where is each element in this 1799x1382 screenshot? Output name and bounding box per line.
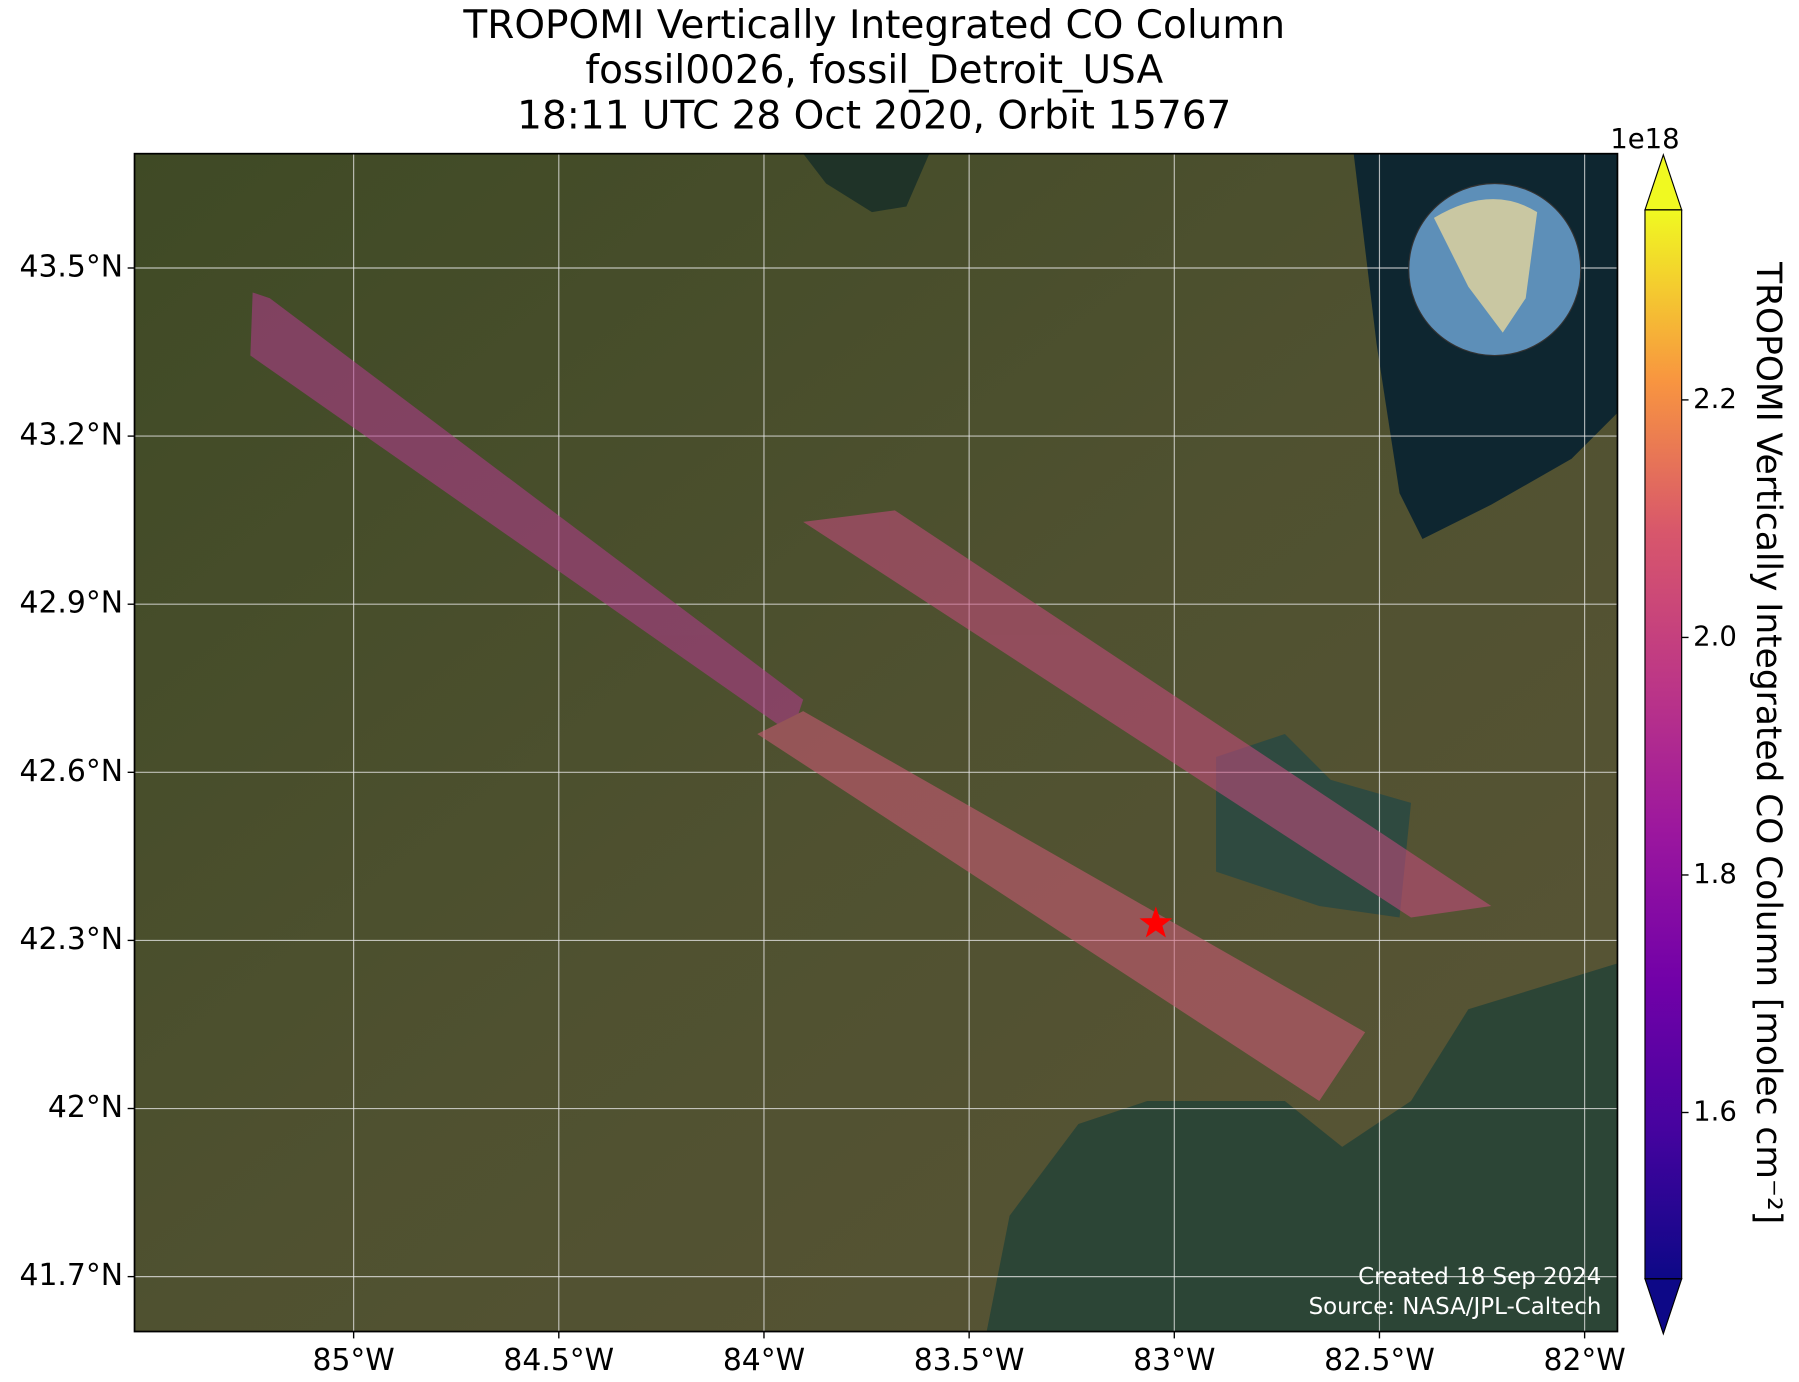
colorbar-extend-min bbox=[1644, 1278, 1683, 1336]
site-marker bbox=[1139, 906, 1173, 938]
y-tick-label: 42.9°N bbox=[20, 586, 124, 621]
colorbar-tick-label: 2.0 bbox=[1693, 620, 1737, 652]
x-tick-label: 84°W bbox=[723, 1343, 805, 1378]
y-tick-label: 42.3°N bbox=[20, 922, 124, 957]
swath-decoration bbox=[250, 292, 1492, 1102]
x-tick-label: 83.5°W bbox=[914, 1343, 1025, 1378]
y-tick-label: 43.5°N bbox=[20, 249, 124, 284]
colorbar-tick-label: 2.2 bbox=[1693, 383, 1737, 415]
x-tick-label: 82°W bbox=[1543, 1343, 1625, 1378]
credit: Created 18 Sep 2024 bbox=[1358, 1264, 1601, 1290]
colorbar-body bbox=[1644, 209, 1682, 1279]
colorbar-tick-label: 1.6 bbox=[1693, 1096, 1737, 1128]
colorbar-tick-label: 1.8 bbox=[1693, 858, 1737, 890]
map-area bbox=[134, 153, 1618, 1332]
colorbar-extend-max bbox=[1644, 153, 1683, 211]
x-tick-label: 84.5°W bbox=[503, 1343, 614, 1378]
colorbar-scale: 1e18 bbox=[1610, 123, 1679, 155]
inset-globe bbox=[1408, 182, 1582, 357]
credit: Source: NASA/JPL-Caltech bbox=[1309, 1294, 1602, 1320]
colorbar: 1.6 1.8 2.0 2.2 bbox=[1644, 153, 1737, 1336]
y-tick-label: 41.7°N bbox=[20, 1258, 124, 1293]
x-tick-label: 82.5°W bbox=[1324, 1343, 1435, 1378]
title-line: TROPOMI Vertically Integrated CO Column bbox=[462, 3, 1285, 48]
saginaw-bay bbox=[803, 153, 930, 213]
y-tick-label: 42°N bbox=[48, 1090, 123, 1125]
x-tick-label: 85°W bbox=[313, 1343, 395, 1378]
colorbar-label: TROPOMI Vertically Integrated CO Column … bbox=[1748, 261, 1788, 1224]
title-line: fossil0026, fossil_Detroit_USA bbox=[585, 48, 1163, 93]
y-tick-label: 43.2°N bbox=[20, 418, 124, 453]
x-tick-label: 83°W bbox=[1133, 1343, 1215, 1378]
title-line: 18:11 UTC 28 Oct 2020, Orbit 15767 bbox=[517, 94, 1231, 139]
map-frame bbox=[133, 152, 1619, 1333]
colorbar-frame bbox=[1644, 209, 1683, 1280]
lake-erie bbox=[986, 963, 1618, 1332]
y-tick-label: 42.6°N bbox=[20, 754, 124, 789]
